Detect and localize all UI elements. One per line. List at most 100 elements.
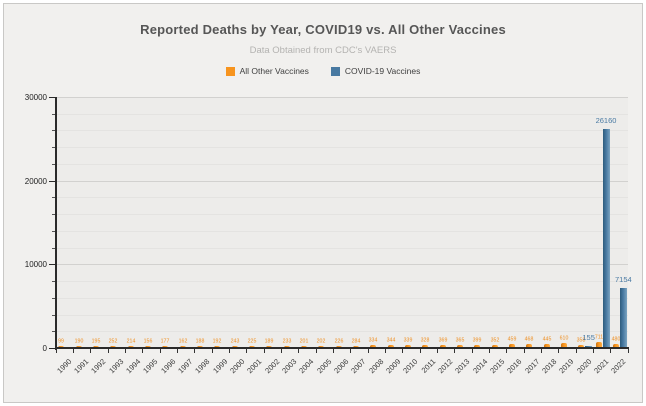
bar-value-label-all-other: 344 — [386, 337, 395, 344]
x-axis-label: 1996 — [158, 357, 178, 376]
x-axis-tick — [540, 348, 542, 353]
bar-value-label-all-other: 226 — [334, 338, 343, 344]
bar-value-label-all-other: 284 — [351, 337, 361, 344]
gridline-minor — [56, 247, 628, 249]
x-axis-tick — [90, 348, 92, 353]
x-axis-tick — [523, 348, 525, 353]
x-axis-label: 2007 — [349, 357, 368, 376]
bar-all-other-vaccines — [612, 343, 619, 348]
x-axis-label: 1999 — [210, 357, 230, 376]
x-axis-label: 2020 — [574, 357, 594, 376]
bar-value-label-all-other: 468 — [524, 336, 534, 343]
gridline-minor — [56, 214, 628, 216]
bar-all-other-vaccines — [422, 345, 429, 348]
y-axis-minor-tick — [52, 147, 55, 149]
x-axis-label: 2006 — [332, 357, 351, 376]
x-axis-label: 2018 — [540, 357, 559, 376]
x-axis-label: 1995 — [141, 357, 160, 376]
bar-all-other-vaccines — [560, 342, 567, 348]
y-axis-label: 10000 — [24, 260, 47, 270]
x-axis-tick — [176, 348, 178, 353]
bar-all-other-vaccines — [543, 344, 550, 348]
x-axis-tick — [558, 348, 560, 353]
bar-value-label-all-other: 177 — [160, 338, 170, 344]
x-axis-tick — [263, 348, 265, 353]
y-axis-minor-tick — [52, 163, 55, 165]
bar-value-label-all-other: 252 — [108, 338, 118, 344]
y-axis-tick — [49, 97, 55, 98]
chart-title: Reported Deaths by Year, COVID19 vs. All… — [140, 22, 506, 37]
bar-value-label-all-other: 334 — [368, 337, 378, 344]
y-axis-label: 20000 — [24, 176, 47, 186]
x-axis-label: 2011 — [419, 357, 438, 375]
y-axis-minor-tick — [52, 297, 55, 299]
x-axis-tick — [506, 348, 508, 353]
chart-panel: Reported Deaths by Year, COVID19 vs. All… — [3, 3, 643, 403]
chart-subtitle: Data Obtained from CDC's VAERS — [249, 45, 397, 56]
x-axis-label: 2021 — [592, 357, 611, 376]
bar-all-other-vaccines — [491, 345, 498, 348]
bar-all-other-vaccines — [578, 345, 585, 348]
x-axis-label: 1990 — [54, 357, 74, 376]
x-axis-tick — [575, 348, 577, 353]
bar-value-label-covid19: 26160 — [595, 116, 617, 126]
bar-all-other-vaccines — [370, 345, 377, 348]
bar-value-label-all-other: 162 — [178, 338, 187, 344]
x-axis-label: 2001 — [245, 357, 264, 376]
gridline-minor — [56, 163, 628, 165]
y-axis-minor-tick — [52, 281, 55, 283]
x-axis-label: 1993 — [106, 357, 126, 376]
x-axis-tick — [211, 348, 213, 353]
y-axis-minor-tick — [52, 113, 55, 115]
bar-value-label-all-other: 243 — [230, 338, 239, 344]
x-axis-label: 2012 — [436, 357, 455, 376]
bar-value-label-all-other: 711 — [594, 334, 603, 341]
x-axis-tick — [142, 348, 144, 353]
y-axis-minor-tick — [52, 314, 55, 316]
x-axis-label: 1997 — [176, 357, 195, 376]
x-axis-tick — [72, 348, 74, 353]
bar-all-other-vaccines — [110, 345, 117, 348]
bar-all-other-vaccines — [404, 345, 411, 348]
bar-value-label-all-other: 188 — [195, 338, 205, 344]
y-axis-tick — [49, 348, 55, 349]
bar-all-other-vaccines — [595, 342, 602, 348]
gridline-minor — [56, 314, 628, 316]
x-axis-tick — [488, 348, 490, 353]
gridline-minor — [56, 197, 628, 199]
x-axis-label: 1998 — [193, 357, 212, 376]
x-axis-label: 2014 — [470, 357, 490, 376]
gridline-minor — [56, 230, 628, 232]
y-axis-line — [55, 97, 57, 350]
y-axis-minor-tick — [52, 247, 55, 249]
legend-item-covid19-vaccines: COVID-19 Vaccines — [330, 66, 420, 76]
x-axis-label: 1991 — [72, 357, 91, 376]
x-axis-tick — [315, 348, 317, 353]
x-axis-tick — [280, 348, 282, 353]
gridline-major — [56, 264, 628, 266]
x-axis-tick — [194, 348, 196, 353]
x-axis-tick — [246, 348, 248, 353]
x-axis-tick — [471, 348, 473, 353]
x-axis-label: 2003 — [280, 357, 299, 376]
x-axis-label: 2002 — [262, 357, 282, 376]
x-axis-tick — [627, 348, 629, 353]
x-axis-tick — [159, 348, 161, 353]
x-axis-tick — [107, 348, 109, 353]
bar-value-label-all-other: 328 — [420, 337, 430, 344]
bar-value-label-all-other: 225 — [247, 338, 257, 344]
x-axis-tick — [124, 348, 126, 353]
y-axis-minor-tick — [52, 214, 55, 216]
gridline-minor — [56, 113, 628, 115]
x-axis-label: 2013 — [453, 357, 472, 376]
bar-covid19-vaccines — [602, 129, 610, 348]
bar-value-label-all-other: 156 — [143, 338, 153, 344]
bar-all-other-vaccines — [439, 344, 446, 348]
x-axis-label: 1992 — [89, 357, 108, 376]
y-axis-minor-tick — [52, 331, 55, 333]
bar-all-other-vaccines — [508, 344, 515, 348]
x-axis-tick — [610, 348, 612, 353]
y-axis-tick — [49, 264, 55, 266]
x-axis-tick — [228, 348, 230, 353]
